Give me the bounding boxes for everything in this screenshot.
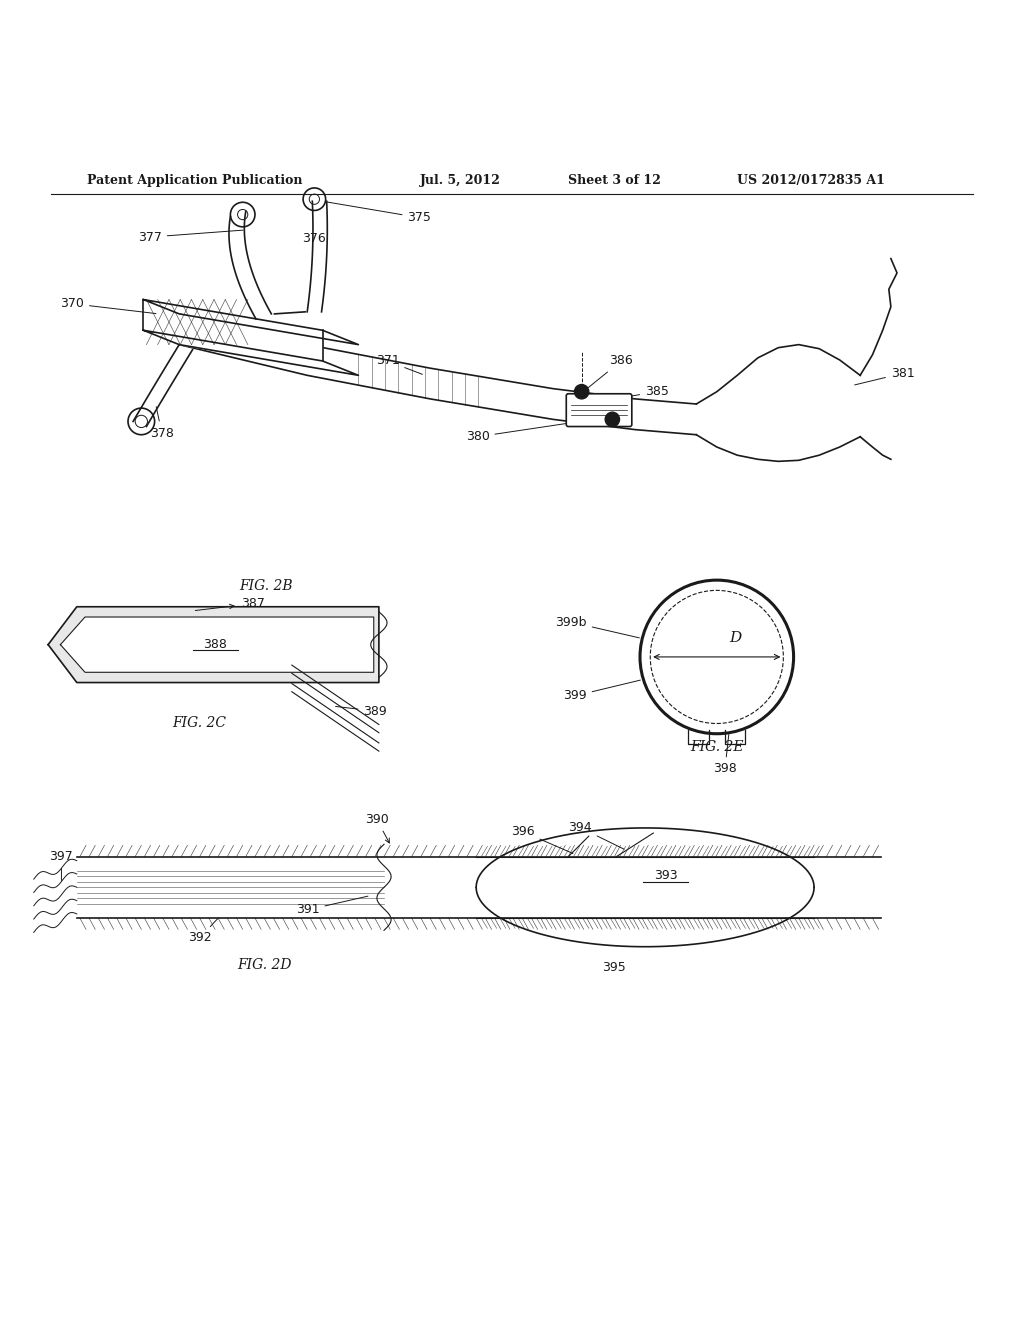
Text: 388: 388 (203, 638, 227, 651)
Text: FIG. 2B: FIG. 2B (240, 579, 293, 593)
Text: 377: 377 (138, 230, 243, 244)
Text: 380: 380 (466, 422, 570, 444)
Text: 371: 371 (376, 355, 422, 375)
Text: Jul. 5, 2012: Jul. 5, 2012 (420, 174, 501, 187)
Text: FIG. 2C: FIG. 2C (173, 717, 226, 730)
Text: 390: 390 (365, 813, 389, 843)
Text: Patent Application Publication: Patent Application Publication (87, 174, 302, 187)
Text: US 2012/0172835 A1: US 2012/0172835 A1 (737, 174, 885, 187)
Circle shape (605, 412, 620, 426)
Text: 389: 389 (336, 705, 387, 718)
Text: 396: 396 (511, 825, 573, 854)
Text: D: D (729, 631, 741, 645)
FancyBboxPatch shape (566, 393, 632, 426)
Text: 381: 381 (855, 367, 914, 385)
Text: 395: 395 (602, 961, 627, 974)
Circle shape (574, 384, 589, 399)
Polygon shape (143, 300, 358, 375)
Text: 392: 392 (187, 917, 218, 944)
Text: 393: 393 (653, 869, 678, 882)
Text: 399b: 399b (555, 615, 639, 638)
Text: 375: 375 (326, 202, 431, 224)
Text: 394: 394 (568, 821, 625, 849)
Text: 391: 391 (296, 896, 368, 916)
Polygon shape (60, 616, 374, 672)
Text: 397: 397 (49, 850, 74, 880)
Text: 386: 386 (588, 355, 633, 388)
Text: 387: 387 (196, 597, 264, 611)
Text: 385: 385 (617, 385, 669, 399)
Text: 370: 370 (60, 297, 156, 314)
Text: Sheet 3 of 12: Sheet 3 of 12 (568, 174, 662, 187)
Text: 399: 399 (563, 680, 640, 702)
Text: 398: 398 (713, 734, 737, 775)
Polygon shape (48, 607, 379, 682)
Text: 376: 376 (302, 231, 326, 244)
Text: 378: 378 (150, 407, 174, 440)
Text: FIG. 2E: FIG. 2E (690, 741, 743, 754)
Text: FIG. 2D: FIG. 2D (237, 958, 292, 972)
